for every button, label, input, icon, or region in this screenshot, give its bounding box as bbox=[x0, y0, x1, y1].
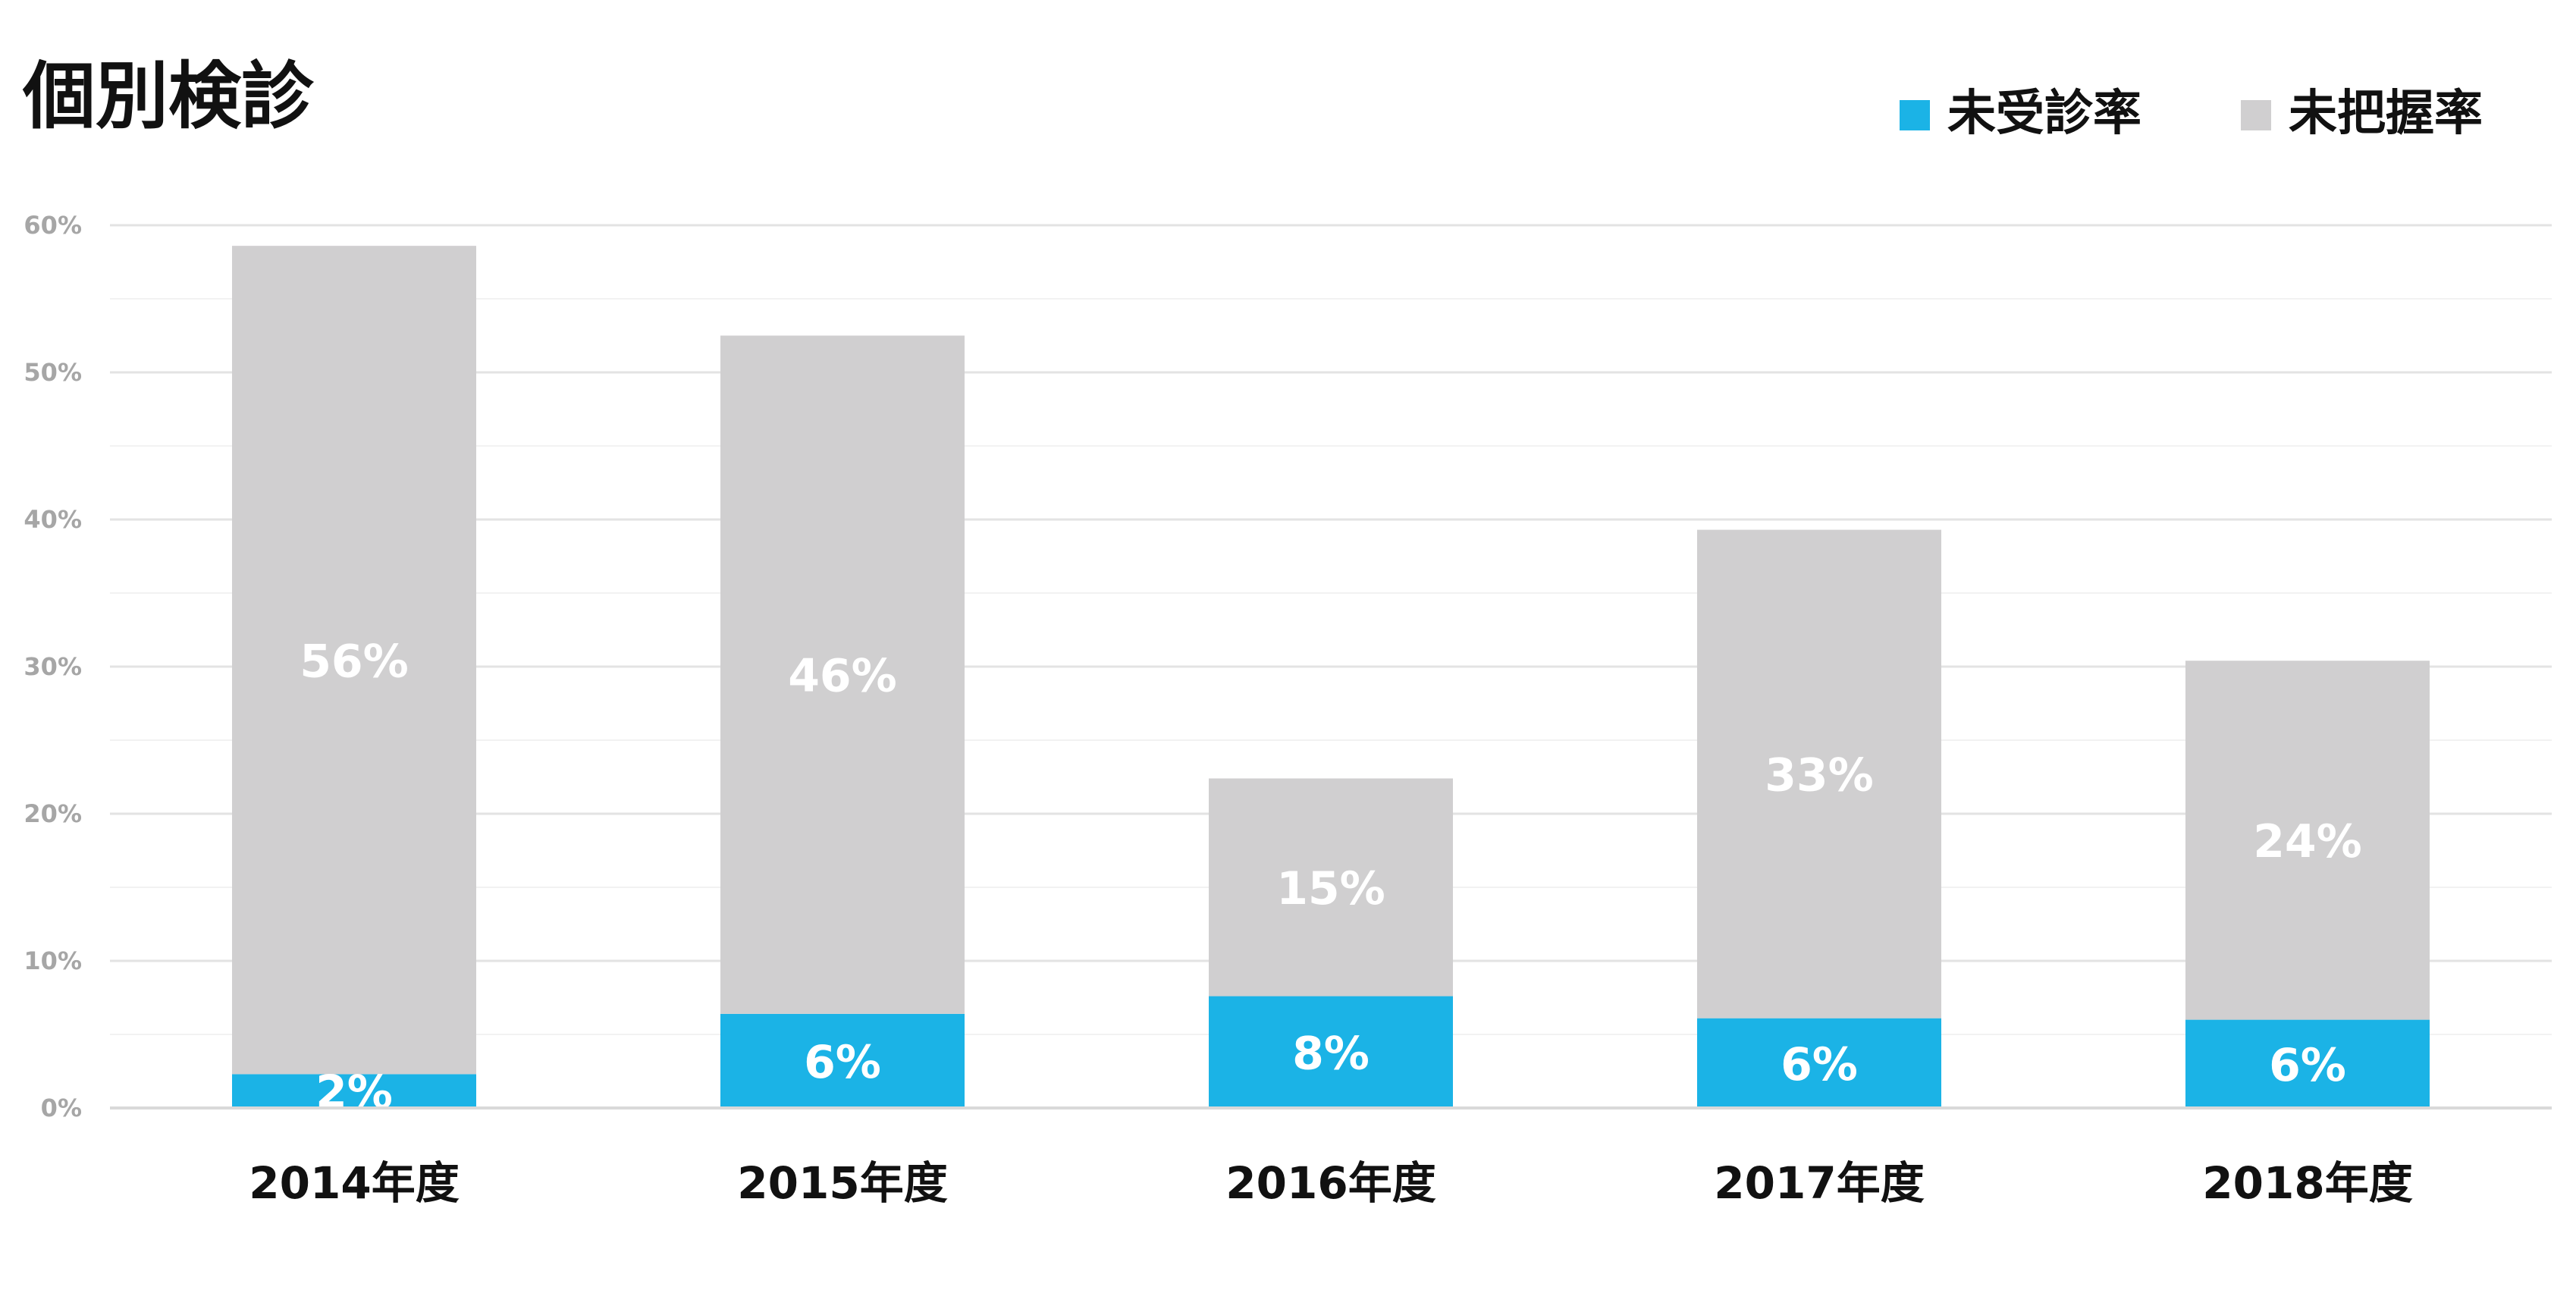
legend-label-unscreened: 未受診率 bbox=[1947, 86, 2141, 142]
data-label-unscreened: 6% bbox=[1781, 1038, 1858, 1091]
bar-segment-unscreened bbox=[232, 1074, 476, 1108]
y-tick-label: 40% bbox=[24, 505, 82, 534]
y-tick-label: 20% bbox=[24, 799, 82, 828]
legend-label-unknown: 未把握率 bbox=[2289, 86, 2483, 142]
legend: 未受診率 未把握率 bbox=[1900, 86, 2483, 142]
bar-segment-unknown bbox=[1697, 529, 1941, 1019]
bar-segment-unscreened bbox=[720, 1013, 965, 1108]
x-tick-label: 2016年度 bbox=[1225, 1157, 1435, 1209]
data-label-unscreened: 2% bbox=[315, 1066, 393, 1119]
y-tick-label: 10% bbox=[24, 946, 82, 975]
bar-segment-unknown bbox=[1209, 778, 1453, 997]
x-tick-label: 2015年度 bbox=[737, 1157, 947, 1209]
y-tick-label: 50% bbox=[24, 358, 82, 387]
chart-title: 個別検診 bbox=[22, 54, 315, 139]
legend-swatch-unknown bbox=[2241, 100, 2271, 130]
y-tick-label: 30% bbox=[24, 652, 82, 681]
data-label-unscreened: 6% bbox=[804, 1036, 881, 1089]
bar-segment-unscreened bbox=[1209, 996, 1453, 1108]
y-tick-label: 0% bbox=[41, 1094, 82, 1122]
x-tick-label: 2017年度 bbox=[1714, 1157, 1924, 1209]
bars bbox=[232, 246, 2430, 1108]
data-label-unscreened: 8% bbox=[1292, 1027, 1370, 1080]
x-tick-label: 2014年度 bbox=[249, 1157, 459, 1209]
data-label-unknown: 46% bbox=[788, 650, 897, 703]
bar-segment-unknown bbox=[720, 335, 965, 1014]
bar-segment-unknown bbox=[2185, 661, 2430, 1020]
data-label-unknown: 15% bbox=[1276, 862, 1385, 915]
data-label-unscreened: 6% bbox=[2269, 1039, 2346, 1092]
y-tick-label: 60% bbox=[24, 211, 82, 240]
axes: 0% 10% 20% 30% 40% 50% 60% 2014年度 2015年度 2016年度 20… bbox=[24, 211, 2552, 1209]
data-label-unknown: 33% bbox=[1765, 749, 1874, 802]
legend-swatch-unscreened bbox=[1900, 100, 1930, 130]
data-label-unknown: 56% bbox=[300, 635, 409, 688]
bar-segment-unscreened bbox=[1697, 1018, 1941, 1108]
bar-segment-unknown bbox=[232, 246, 476, 1075]
bar-segment-unscreened bbox=[2185, 1019, 2430, 1108]
x-tick-label: 2018年度 bbox=[2202, 1157, 2412, 1209]
data-labels: 2% 56% 6% 46% 8% 15% 6% 33% 6% 24% bbox=[300, 635, 2362, 1119]
data-label-unknown: 24% bbox=[2253, 815, 2362, 868]
